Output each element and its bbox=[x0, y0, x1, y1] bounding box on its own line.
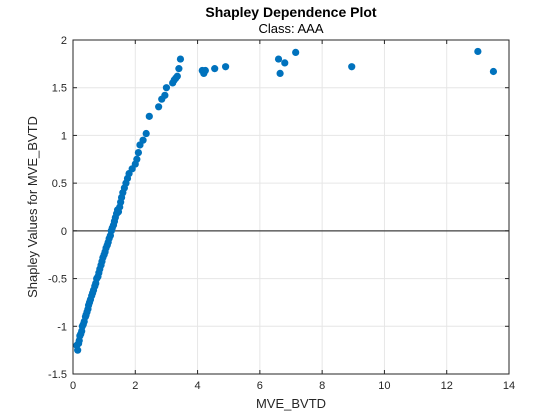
y-tick-label: 1.5 bbox=[52, 83, 67, 95]
data-point bbox=[161, 91, 169, 99]
data-point bbox=[489, 67, 498, 76]
x-tick-label: 12 bbox=[441, 380, 453, 392]
x-tick-label: 2 bbox=[132, 380, 138, 392]
data-point bbox=[175, 65, 183, 73]
chart-subtitle: Class: AAA bbox=[258, 21, 323, 36]
y-tick-label: -1 bbox=[57, 321, 67, 333]
data-point bbox=[155, 103, 163, 111]
plot-frame bbox=[72, 39, 510, 375]
data-point bbox=[348, 63, 356, 71]
data-point bbox=[474, 47, 482, 56]
x-axis-label: MVE_BVTD bbox=[256, 396, 326, 411]
x-tick-label: 6 bbox=[257, 380, 263, 392]
data-point bbox=[274, 55, 283, 63]
x-tick-label: 4 bbox=[195, 380, 201, 392]
data-point bbox=[222, 63, 230, 71]
data-points bbox=[73, 47, 498, 354]
data-point bbox=[173, 72, 181, 80]
chart-title: Shapley Dependence Plot bbox=[205, 4, 376, 20]
x-tick-label: 10 bbox=[378, 380, 390, 392]
data-point bbox=[276, 69, 284, 77]
grid bbox=[72, 39, 510, 375]
data-point bbox=[139, 136, 147, 144]
y-tick-label: 1 bbox=[61, 130, 67, 142]
data-point bbox=[162, 84, 171, 92]
x-tick-label: 14 bbox=[503, 380, 515, 392]
x-tick-label: 8 bbox=[319, 380, 325, 392]
y-tick-label: 0.5 bbox=[52, 178, 67, 190]
data-point bbox=[201, 66, 209, 75]
data-point bbox=[142, 129, 150, 138]
data-point bbox=[134, 149, 142, 157]
y-tick-label: 0 bbox=[61, 226, 67, 238]
data-point bbox=[176, 55, 185, 63]
data-point bbox=[145, 112, 153, 120]
data-point bbox=[133, 155, 141, 163]
data-point bbox=[281, 59, 289, 67]
axis-ticks: 0 2 4 6 8 10 12 14 -1.5 -1 -0.5 0 0.5 1 1.5 2 bbox=[48, 35, 515, 392]
y-tick-label: 2 bbox=[61, 35, 67, 47]
y-tick-label: -0.5 bbox=[48, 274, 67, 286]
data-point bbox=[292, 48, 300, 57]
data-point bbox=[74, 346, 82, 354]
x-tick-label: 0 bbox=[70, 380, 76, 392]
y-axis-label: Shapley Values for MVE_BVTD bbox=[25, 116, 40, 298]
y-tick-label: -1.5 bbox=[48, 369, 67, 381]
data-point bbox=[211, 65, 219, 73]
